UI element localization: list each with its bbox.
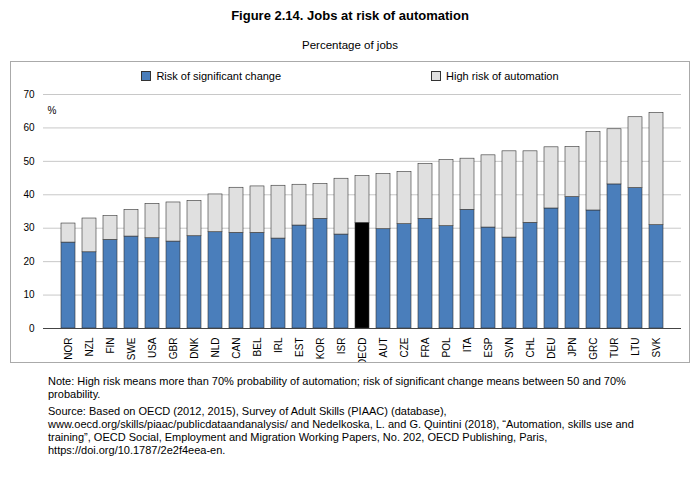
- svg-text:SWE: SWE: [126, 337, 137, 360]
- svg-text:10: 10: [23, 289, 35, 300]
- svg-text:FRA: FRA: [420, 337, 431, 357]
- svg-text:SVK: SVK: [651, 337, 662, 357]
- svg-text:KOR: KOR: [315, 338, 326, 360]
- svg-text:POL: POL: [441, 337, 452, 357]
- svg-text:GBR: GBR: [168, 338, 179, 360]
- svg-text:BEL: BEL: [252, 337, 263, 356]
- svg-text:LTU: LTU: [630, 338, 641, 356]
- svg-text:JPN: JPN: [567, 338, 578, 357]
- svg-text:40: 40: [23, 189, 35, 200]
- svg-text:SVN: SVN: [504, 338, 515, 359]
- html-text:Figure 2.14. Jobs at risk of a: Figure 2.14. Jobs at risk of automation: [231, 8, 469, 23]
- html-text:High risk of automation: High risk of automation: [446, 70, 559, 82]
- svg-text:ISR: ISR: [336, 338, 347, 355]
- html-text:Note: High risk means more tha: Note: High risk means more than 70% prob…: [48, 375, 626, 400]
- html-text:Source: Based on OECD (2012, 2: Source: Based on OECD (2012, 2015), Surv…: [48, 405, 634, 456]
- svg-text:EST: EST: [294, 338, 305, 357]
- svg-text:50: 50: [23, 156, 35, 167]
- svg-text:NZL: NZL: [84, 337, 95, 356]
- svg-text:ITA: ITA: [462, 337, 473, 352]
- svg-text:IRL: IRL: [273, 337, 284, 353]
- svg-text:ESP: ESP: [483, 337, 494, 357]
- svg-text:30: 30: [23, 222, 35, 233]
- svg-text:NOR: NOR: [63, 338, 74, 360]
- svg-text:NLD: NLD: [210, 338, 221, 358]
- svg-text:20: 20: [23, 256, 35, 267]
- svg-text:FIN: FIN: [105, 338, 116, 354]
- svg-text:CZE: CZE: [399, 337, 410, 357]
- svg-text:%: %: [48, 105, 57, 116]
- svg-text:CHL: CHL: [525, 337, 536, 357]
- svg-text:CAN: CAN: [231, 338, 242, 359]
- svg-text:DEU: DEU: [546, 338, 557, 359]
- svg-text:AUT: AUT: [378, 338, 389, 358]
- svg-text:USA: USA: [147, 337, 158, 358]
- svg-text:70: 70: [23, 89, 35, 100]
- html-text:Percentage of jobs: Percentage of jobs: [302, 39, 398, 51]
- svg-text:0: 0: [29, 323, 35, 334]
- html-text:Risk of significant change: Risk of significant change: [156, 70, 282, 82]
- svg-text:TUR: TUR: [609, 338, 620, 359]
- svg-text:DNK: DNK: [189, 337, 200, 358]
- svg-text:OECD: OECD: [357, 338, 368, 363]
- svg-text:GRC: GRC: [588, 338, 599, 360]
- svg-text:60: 60: [23, 122, 35, 133]
